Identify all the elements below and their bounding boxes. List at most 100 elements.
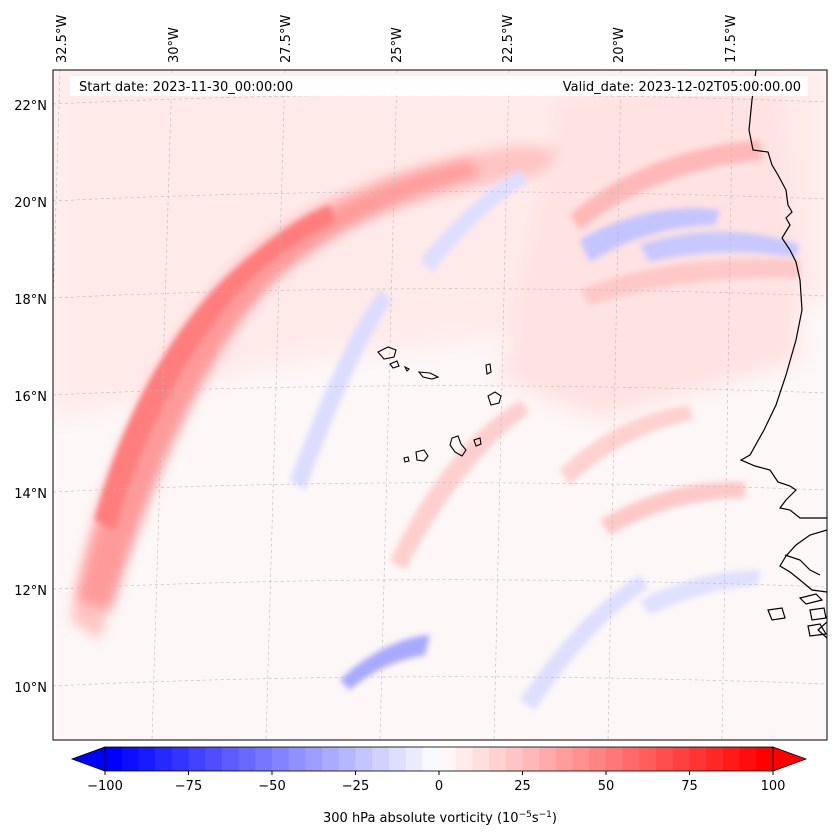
jet-band-core — [95, 205, 335, 530]
vorticity-positive-streak-4 — [560, 405, 692, 485]
lon-labels: 32.5°W 30°W 27.5°W 25°W 22.5°W 20°W 17.5… — [55, 15, 739, 63]
colorbar-step — [472, 747, 490, 771]
lon-label: 30°W — [167, 27, 182, 63]
vorticity-negative-2 — [580, 208, 720, 262]
vorticity-negative-1 — [340, 635, 430, 690]
colorbar-label-prefix: 300 hPa absolute vorticity (10 — [323, 811, 519, 826]
vorticity-negative-4 — [290, 290, 392, 490]
lon-label: 17.5°W — [724, 15, 739, 63]
meridian-30w — [151, 70, 173, 740]
colorbar-step — [238, 747, 256, 771]
colorbar-step — [105, 747, 123, 771]
colorbar-step — [455, 747, 473, 771]
colorbar-step — [756, 747, 774, 771]
colorbar-step — [706, 747, 724, 771]
colorbar-ticks: −100 −75 −50 −25 0 25 50 75 100 — [87, 771, 785, 794]
guinea-bissau-coast — [784, 554, 821, 576]
vorticity-positive-streak-2 — [580, 258, 800, 305]
colorbar-steps — [105, 747, 774, 771]
colorbar-step — [589, 747, 607, 771]
colorbar-step — [405, 747, 423, 771]
lat-labels: 22°N 20°N 18°N 16°N 14°N 12°N 10°N — [14, 99, 47, 696]
colorbar-tick-label: −100 — [87, 779, 123, 794]
island-santiago — [449, 435, 467, 457]
annotation-background — [70, 76, 808, 96]
parallel-20n — [53, 191, 827, 202]
colorbar-step — [188, 747, 206, 771]
lat-label: 20°N — [14, 196, 47, 211]
colorbar-step — [522, 747, 540, 771]
island-boa-vista — [487, 391, 502, 406]
vorticity-negative-5 — [420, 170, 528, 272]
colorbar-tick-label: 50 — [598, 779, 615, 794]
cape-verde-islands — [377, 346, 502, 463]
colorbar: −100 −75 −50 −25 0 25 50 75 100 300 hPa absolute… — [70, 746, 808, 826]
colorbar-tick-label: 25 — [514, 779, 531, 794]
colorbar-step — [572, 747, 590, 771]
colorbar-tick-label: 75 — [681, 779, 698, 794]
colorbar-step — [739, 747, 757, 771]
vorticity-positive-streak-3 — [390, 400, 530, 570]
colorbar-tick-label: −50 — [258, 779, 285, 794]
colorbar-step — [606, 747, 624, 771]
colorbar-step — [555, 747, 574, 771]
parallel-10n — [53, 676, 827, 687]
vorticity-negative-7 — [640, 570, 760, 615]
colorbar-tick-label: −75 — [175, 779, 202, 794]
lat-label: 18°N — [14, 293, 47, 308]
parallel-16n — [53, 385, 827, 396]
colorbar-step — [322, 747, 340, 771]
colorbar-step — [205, 747, 223, 771]
island-maio — [473, 437, 482, 447]
graticule — [53, 70, 827, 740]
island-santo-antao — [377, 346, 397, 360]
colorbar-tick-label: 100 — [761, 779, 786, 794]
colorbar-step — [622, 747, 640, 771]
guinea-coast — [817, 621, 827, 639]
colorbar-label-suffix: ) — [552, 811, 557, 826]
colorbar-step — [672, 747, 690, 771]
lat-label: 12°N — [14, 584, 47, 599]
colorbar-label-exp2: −1 — [539, 810, 552, 820]
island-brava — [403, 456, 410, 463]
colorbar-extend-high — [772, 746, 808, 772]
start-date-label: Start date: 2023-11-30_00:00:00 — [79, 80, 293, 95]
meridian-17.5w — [721, 70, 734, 740]
colorbar-step — [439, 747, 457, 771]
colorbar-step — [305, 747, 323, 771]
colorbar-step — [489, 747, 507, 771]
colorbar-step — [121, 747, 139, 771]
africa-coast — [739, 70, 827, 519]
colorbar-step — [221, 747, 240, 771]
colorbar-step — [338, 747, 356, 771]
island-fogo — [415, 449, 429, 462]
island-santa-luzia — [403, 365, 410, 372]
island-sao-vicente — [389, 360, 400, 369]
vorticity-positive-streak-1 — [570, 140, 762, 230]
vorticity-negative-3 — [640, 231, 800, 262]
vorticity-negative-6 — [520, 575, 648, 710]
colorbar-label: 300 hPa absolute vorticity (10−5s−1) — [323, 810, 557, 826]
colorbar-step — [539, 747, 557, 771]
colorbar-label-exp1: −5 — [519, 810, 532, 820]
colorbar-step — [272, 747, 290, 771]
guinea-islands — [767, 593, 827, 637]
parallel-12n — [53, 579, 827, 590]
colorbar-step — [505, 747, 523, 771]
vorticity-field — [53, 70, 827, 710]
colorbar-step — [372, 747, 390, 771]
parallel-14n — [53, 482, 827, 493]
meridian-22.5w — [493, 70, 510, 740]
parallel-18n — [53, 288, 827, 299]
colorbar-step — [355, 747, 373, 771]
lat-label: 14°N — [14, 487, 47, 502]
colorbar-step — [288, 747, 306, 771]
colorbar-step — [656, 747, 674, 771]
colorbar-step — [388, 747, 407, 771]
africa-coast-south — [779, 529, 827, 593]
colorbar-step — [171, 747, 189, 771]
colorbar-step — [422, 747, 440, 771]
lat-label: 16°N — [14, 390, 47, 405]
colorbar-step — [138, 747, 156, 771]
